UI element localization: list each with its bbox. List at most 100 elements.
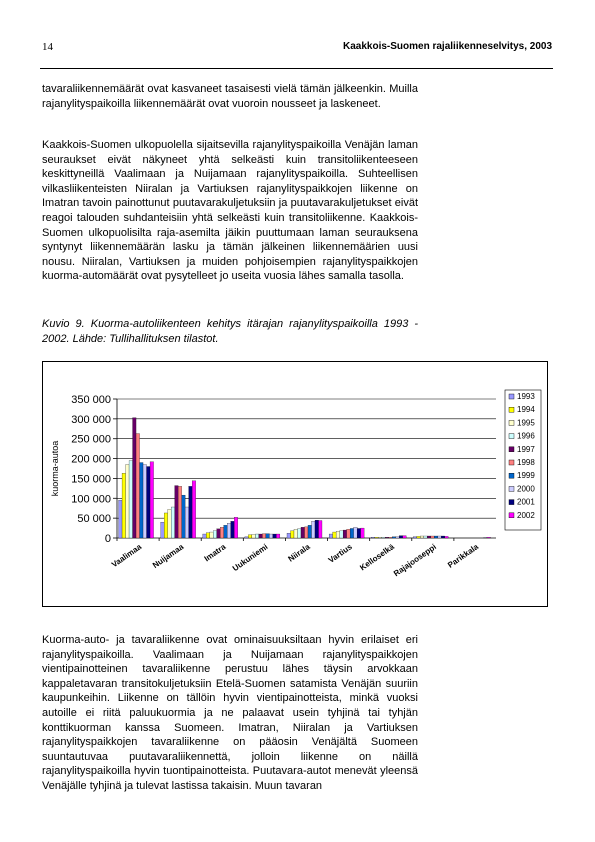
bar xyxy=(420,535,424,539)
bar xyxy=(188,486,193,539)
bar xyxy=(230,521,235,539)
bar xyxy=(149,461,154,539)
bar xyxy=(206,532,210,539)
y-tick-label: 200 000 xyxy=(71,454,111,466)
bar xyxy=(258,533,263,539)
bar xyxy=(430,535,435,539)
page-number: 14 xyxy=(42,41,53,53)
bar xyxy=(125,464,130,539)
bar xyxy=(160,521,165,539)
bar xyxy=(286,533,291,539)
bar xyxy=(223,525,228,539)
bar xyxy=(290,530,295,539)
bar xyxy=(251,534,256,539)
bar xyxy=(171,506,175,539)
legend-label: 2000 xyxy=(517,484,535,493)
bar xyxy=(121,473,126,539)
bar xyxy=(399,535,403,539)
bar xyxy=(209,531,214,539)
x-tick-label: Kelloselkä xyxy=(358,542,396,572)
legend-label: 1997 xyxy=(517,445,535,454)
bar xyxy=(371,537,375,539)
bar xyxy=(346,529,351,539)
bar xyxy=(146,466,151,539)
bar xyxy=(132,417,137,539)
bar xyxy=(220,527,224,539)
bar xyxy=(486,537,491,539)
bar xyxy=(142,464,147,539)
x-tick-label: Vartius xyxy=(327,542,354,565)
header-rule xyxy=(40,68,553,69)
bar xyxy=(265,533,270,539)
bar xyxy=(216,528,221,539)
paragraph-2: Kaakkois-Suomen ulkopuolella sijaitsevil… xyxy=(42,139,418,283)
bar xyxy=(167,509,172,539)
x-tick-label: Imatra xyxy=(203,542,228,563)
bar xyxy=(192,480,196,539)
legend-swatch xyxy=(508,486,515,492)
bar xyxy=(385,537,389,539)
bar xyxy=(227,523,231,539)
bar xyxy=(255,533,260,539)
bar xyxy=(139,462,144,539)
legend-swatch xyxy=(508,446,515,453)
legend-label: 1996 xyxy=(517,432,535,441)
figure-caption: Kuvio 9. Kuorma-autoliikenteen kehitys i… xyxy=(42,318,418,345)
bar xyxy=(349,528,354,539)
y-tick-label: 350 000 xyxy=(71,394,111,406)
bar xyxy=(395,536,400,539)
bar xyxy=(300,527,305,539)
bar xyxy=(311,521,316,539)
bar xyxy=(360,527,365,539)
legend-swatch xyxy=(508,433,515,439)
x-tick-label: Parikkala xyxy=(446,542,480,570)
x-tick-label: Niirala xyxy=(286,542,312,564)
y-tick-label: 300 000 xyxy=(71,414,111,426)
legend-swatch xyxy=(508,393,515,400)
bar xyxy=(423,535,428,539)
bar xyxy=(304,526,309,539)
bar xyxy=(135,433,140,539)
x-tick-label: Uukuniemi xyxy=(231,542,270,573)
bar xyxy=(374,537,379,539)
bar xyxy=(213,530,217,539)
bar xyxy=(332,531,337,539)
bar xyxy=(356,528,361,539)
y-tick-label: 0 xyxy=(105,533,111,545)
y-tick-label: 250 000 xyxy=(71,434,111,446)
bar xyxy=(181,494,186,539)
bar xyxy=(381,537,386,539)
bar xyxy=(244,536,249,539)
bar xyxy=(318,520,323,539)
bar xyxy=(392,536,396,539)
bar xyxy=(314,520,319,539)
legend-label: 1998 xyxy=(517,458,535,467)
legend-label: 2001 xyxy=(517,498,535,507)
legend-label: 2002 xyxy=(517,511,535,520)
bar xyxy=(402,535,407,539)
bar xyxy=(174,485,179,539)
legend-swatch xyxy=(508,499,515,505)
bar xyxy=(248,534,253,539)
bar xyxy=(293,529,298,539)
bar xyxy=(353,527,358,539)
bar xyxy=(342,529,347,539)
bar xyxy=(262,533,267,539)
legend-label: 1999 xyxy=(517,471,535,480)
bar xyxy=(413,536,417,539)
bar xyxy=(118,500,123,539)
legend-swatch xyxy=(508,459,515,466)
y-tick-label: 150 000 xyxy=(71,473,111,485)
bar xyxy=(185,506,189,539)
bar xyxy=(434,535,438,539)
bar-chart: 0 50 000 100 000 150 000 200 000 250 000 300 0… xyxy=(50,389,542,578)
legend-label: 1993 xyxy=(517,392,535,401)
x-tick-label: Nuijamaa xyxy=(151,542,186,570)
y-tick-label: 50 000 xyxy=(77,513,111,525)
bar xyxy=(328,533,333,539)
bar xyxy=(307,525,312,539)
legend-swatch xyxy=(508,420,515,426)
legend-swatch xyxy=(508,472,515,479)
running-title: Kaakkois-Suomen rajaliikenneselvitys, 20… xyxy=(343,41,552,52)
y-tick-label: 100 000 xyxy=(71,493,111,505)
